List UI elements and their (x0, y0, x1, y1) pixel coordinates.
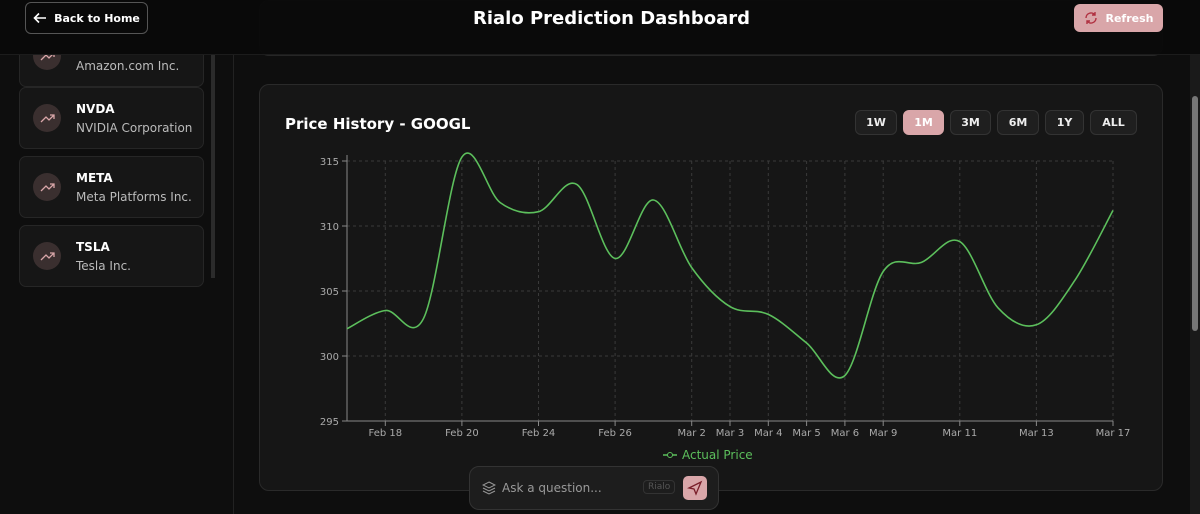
chart-title: Price History - GOOGL (285, 115, 471, 133)
ask-placeholder: Ask a question... (502, 481, 602, 495)
x-tick-label: Mar 2 (677, 428, 705, 439)
range-button[interactable]: 1W (855, 110, 897, 135)
back-icon (33, 12, 47, 24)
send-button[interactable] (683, 476, 707, 500)
range-button[interactable]: 6M (997, 110, 1039, 135)
y-tick-label: 305 (320, 287, 339, 298)
back-label: Back to Home (54, 11, 140, 25)
stock-card[interactable]: TSLA Tesla Inc. (19, 225, 204, 287)
stock-name: NVIDIA Corporation (76, 121, 193, 135)
x-tick-label: Mar 6 (831, 428, 859, 439)
stock-name: Amazon.com Inc. (76, 59, 180, 73)
x-tick-label: Feb 18 (368, 428, 402, 439)
stock-card[interactable]: NVDA NVIDIA Corporation (19, 87, 204, 149)
y-tick-label: 315 (320, 157, 339, 168)
x-tick-label: Mar 3 (716, 428, 744, 439)
x-tick-label: Feb 20 (445, 428, 479, 439)
refresh-button[interactable]: Refresh (1074, 4, 1163, 32)
y-tick-label: 300 (320, 352, 339, 363)
page-title: Rialo Prediction Dashboard (473, 8, 750, 29)
x-tick-label: Mar 11 (942, 428, 977, 439)
sidebar: Amazon.com Inc. NVDA NVIDIA Corporation MET… (0, 54, 234, 514)
refresh-label: Refresh (1105, 11, 1154, 25)
trend-icon (40, 252, 55, 261)
stock-card[interactable]: Amazon.com Inc. (19, 54, 204, 87)
layers-icon (482, 481, 496, 495)
stock-icon (33, 242, 61, 270)
stock-ticker: TSLA (76, 240, 110, 254)
sidebar-scrollbar (211, 54, 215, 278)
send-icon (687, 480, 703, 496)
stock-icon (33, 104, 61, 132)
range-button[interactable]: 1Y (1045, 110, 1084, 135)
x-tick-label: Mar 13 (1019, 428, 1054, 439)
x-tick-label: Mar 5 (792, 428, 820, 439)
stock-icon (33, 173, 61, 201)
x-tick-label: Mar 9 (869, 428, 897, 439)
stock-name: Meta Platforms Inc. (76, 190, 192, 204)
stock-icon (33, 54, 61, 70)
ask-badge: Rialo (643, 480, 676, 494)
range-button[interactable]: ALL (1090, 110, 1137, 135)
chart: 295 300 305 310 315 Feb 18 Feb 20 Feb 24 Feb 26 M… (320, 152, 1131, 462)
stock-ticker: META (76, 171, 113, 185)
y-tick-label: 310 (320, 222, 339, 233)
x-tick-label: Mar 4 (754, 428, 782, 439)
x-tick-label: Mar 17 (1096, 428, 1131, 439)
range-button[interactable]: 3M (950, 110, 991, 135)
back-button[interactable]: Back to Home (25, 2, 148, 34)
stock-name: Tesla Inc. (76, 259, 131, 273)
legend-label: Actual Price (682, 448, 753, 462)
ask-bar[interactable]: Ask a question... Rialo (469, 466, 719, 510)
legend-marker (667, 452, 673, 458)
chart-panel: Price History - GOOGL 1W 1M 3M 6M 1Y ALL (259, 84, 1163, 491)
stock-ticker: NVDA (76, 102, 115, 116)
y-tick-label: 295 (320, 417, 339, 428)
header: Back to Home Rialo Prediction Dashboard … (0, 0, 1200, 55)
trend-icon (40, 183, 55, 192)
stock-card[interactable]: META Meta Platforms Inc. (19, 156, 204, 218)
range-button[interactable]: 1M (903, 110, 944, 135)
price-line (346, 152, 1114, 379)
trend-icon (40, 114, 55, 123)
refresh-icon (1084, 12, 1097, 24)
x-tick-label: Feb 24 (522, 428, 556, 439)
x-tick-label: Feb 26 (598, 428, 632, 439)
page-scrollbar (1190, 0, 1200, 514)
trend-icon (40, 54, 55, 61)
